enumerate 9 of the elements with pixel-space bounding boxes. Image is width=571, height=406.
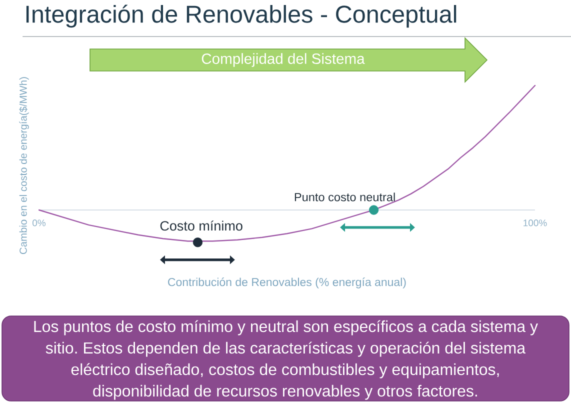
series-label: Punto costo neutral	[294, 192, 395, 202]
series-label: Costo mínimo	[160, 220, 242, 231]
y-axis-title: Cambio en el costo de energía($/MWh)	[19, 77, 29, 254]
x-tick-label: 0%	[32, 220, 46, 226]
x-axis-title: Contribución de Renovables (% energía anual)	[168, 278, 406, 288]
x-tick-label: 100%	[524, 220, 547, 226]
text: Los puntos de costo mínimo y neutral son específicos a cada sistema y sitio. Estos dependen de las características y operación del sistema eléctrico diseñado, costos de combustibles y equipamientos, disponibilidad de recursos renovables y otros factores.	[34, 320, 538, 400]
text: Complejidad del Sistema	[202, 53, 365, 67]
chart-title: Integración de Renovables - Conceptual	[26, 4, 456, 28]
